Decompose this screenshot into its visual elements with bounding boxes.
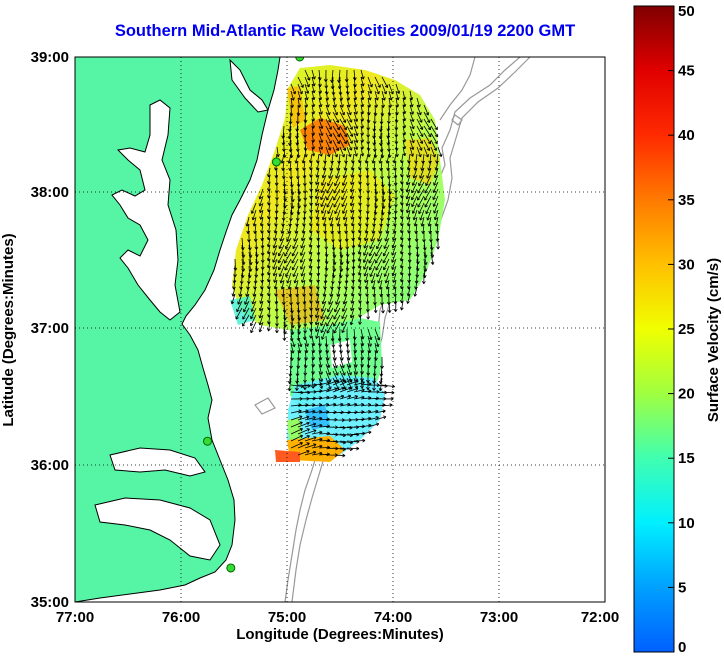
map-title: Southern Mid-Atlantic Raw Velocities 200… [114,22,576,40]
y-axis: 39:00 38:00 37:00 36:00 35:00 Latitude (… [0,49,69,611]
x-tick-label: 76:00 [162,609,200,626]
velocity-vectors [230,69,443,458]
radar-site-marker [226,563,236,573]
x-axis: 77:00 76:00 75:00 74:00 73:00 72:00 Long… [56,609,619,643]
x-tick-label: 73:00 [480,609,518,626]
colorbar-tick-label: 35 [678,192,695,209]
colorbar-ticks: 0 5 10 15 20 25 30 35 40 45 50 [668,3,695,656]
colorbar-tick-label: 10 [678,515,695,532]
colorbar-label: Surface Velocity (cm/s) [705,258,722,422]
colorbar-tick-label: 45 [678,63,695,80]
y-tick-label: 37:00 [31,320,69,337]
radar-sites [203,57,305,573]
colorbar-gradient [633,5,675,653]
x-axis-label: Longitude (Degrees:Minutes) [236,626,444,643]
y-tick-label: 36:00 [31,457,69,474]
radar-site-marker [271,157,281,167]
colorbar-tick-label: 50 [678,3,695,20]
colorbar-tick-label: 30 [678,256,695,273]
colorbar-tick-label: 5 [678,579,686,596]
y-tick-label: 39:00 [31,49,69,66]
y-tick-label: 38:00 [31,184,69,201]
y-axis-label: Latitude (Degrees:Minutes) [0,233,17,426]
colorbar-tick-label: 40 [678,127,695,144]
pamlico-sound [94,497,221,561]
radar-site-marker [295,57,305,62]
x-tick-label: 72:00 [581,609,619,626]
x-tick-label: 77:00 [56,609,94,626]
colorbar-tick-label: 20 [678,386,695,403]
colorbar: 0 5 10 15 20 25 30 35 40 45 50 Surface Velocity (c… [633,3,722,656]
velocity-arrows [230,69,443,458]
x-tick-label: 75:00 [268,609,306,626]
plot-frame [74,56,606,603]
delaware-bay [229,58,269,113]
colorbar-tick-label: 25 [678,321,695,338]
y-tick-label: 35:00 [31,594,69,611]
grid-lines [75,57,605,602]
chesapeake-bay [111,99,181,321]
radar-site-marker [203,436,212,446]
x-tick-label: 74:00 [374,609,412,626]
colorbar-tick-label: 0 [678,639,686,656]
colorbar-tick-label: 15 [678,450,695,467]
